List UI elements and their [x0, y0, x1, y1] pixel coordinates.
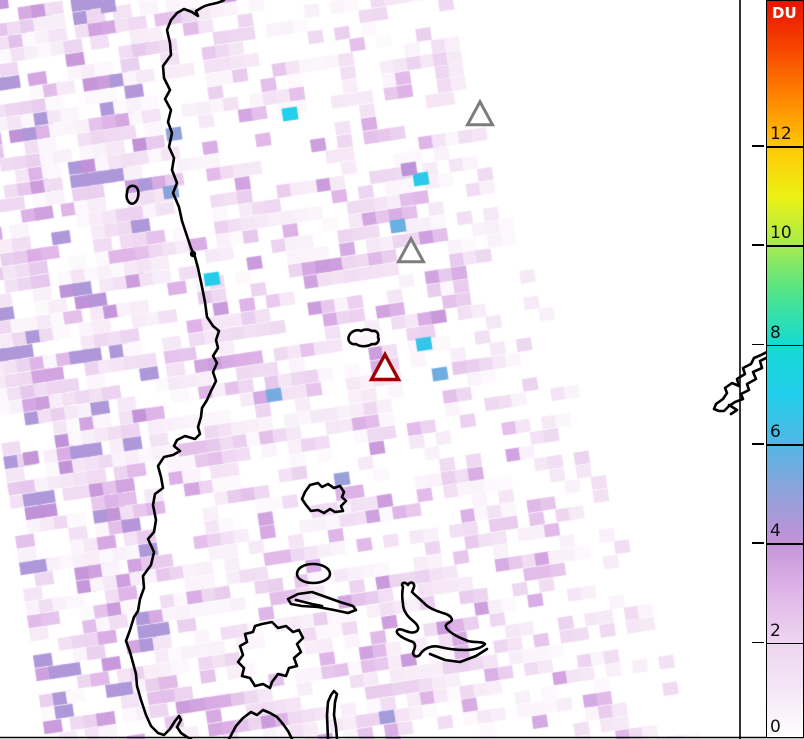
coastline-oval-lake	[295, 562, 332, 585]
colorbar-tick-label: 0	[770, 717, 781, 737]
coastline-bottom-coast-arc	[227, 708, 294, 739]
colorbar-tick-dash	[752, 144, 764, 147]
colorbar-tick-line	[767, 642, 803, 645]
colorbar-tick-line	[767, 344, 803, 347]
coastline-branched-island	[395, 581, 487, 658]
colorbar-tick-label: 4	[770, 521, 781, 542]
colorbar-gradient	[767, 1, 803, 737]
colorbar-tick-dash	[752, 542, 764, 544]
coastline-elongated-island	[286, 590, 358, 615]
coastline-small-west-island	[125, 184, 140, 205]
colorbar-tick-line	[767, 543, 803, 545]
colorbar-tick-line	[767, 145, 803, 148]
coastline-thin-sliver-island	[325, 689, 339, 739]
coast-blob	[189, 250, 197, 258]
colorbar-tick-label: 12	[770, 123, 792, 144]
colorbar-tick-dash	[752, 244, 764, 246]
coastline-lake-island-mid	[300, 481, 348, 515]
colorbar-tick-dash	[752, 641, 764, 644]
coastline-star-island	[236, 620, 305, 690]
volcano-marker-gray-middle-icon	[395, 235, 427, 264]
coastline-mainland-coast	[124, 0, 226, 739]
coastline-lake-near-red-volcano	[347, 328, 380, 348]
colorbar-tick-dash	[752, 442, 764, 445]
colorbar-outer-ticks	[752, 0, 764, 739]
colorbar: DU 0 2 4 6 8 10 12	[766, 0, 804, 738]
volcano-marker-red-icon	[368, 350, 402, 382]
coastline-east-island-spur	[727, 403, 739, 416]
colorbar-tick-dash	[752, 343, 764, 346]
colorbar-tick-label: 6	[770, 421, 781, 442]
colorbar-tick-label: 8	[770, 322, 781, 343]
coastline-branched-island-lower-arc	[428, 647, 489, 664]
colorbar-units-label: DU	[772, 4, 797, 22]
colorbar-tick-label: 10	[770, 223, 792, 244]
coastline-elongated-island-inner	[294, 598, 324, 608]
volcano-marker-gray-north-icon	[464, 98, 496, 127]
colorbar-tick-line	[767, 443, 803, 446]
coastline-east-island-clipped	[712, 350, 770, 413]
colorbar-tick-label: 2	[770, 620, 781, 641]
colorbar-tick-line	[767, 245, 803, 247]
